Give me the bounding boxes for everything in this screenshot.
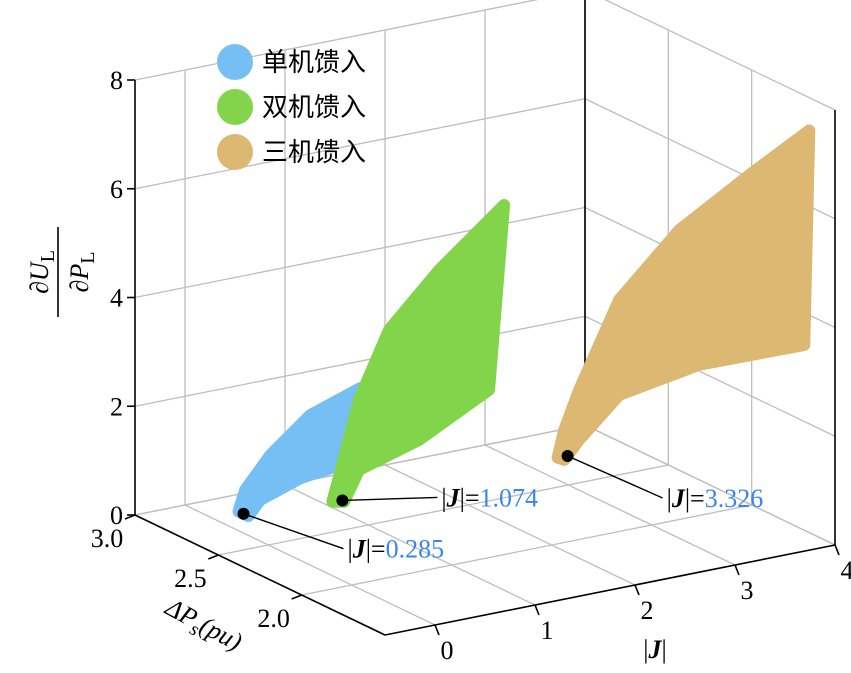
grid-line [218, 464, 669, 556]
z-label-num-sub: L [37, 250, 59, 262]
legend-label: 单机馈入 [262, 48, 366, 77]
z-tick-label: 0 [110, 501, 123, 530]
point-marker [336, 494, 349, 507]
x-label-suffix: | [662, 635, 667, 664]
annotation-value: 1.074 [479, 483, 538, 512]
annotation: |J|=1.074 [441, 483, 538, 512]
legend-label: 三机馈入 [262, 138, 366, 167]
grid-line [301, 504, 752, 596]
x-tick-label: 2 [641, 596, 654, 625]
z-label-den: ∂PL [65, 252, 99, 293]
grid-line [184, 504, 436, 626]
z-tick-label: 6 [110, 175, 123, 204]
axis-line [384, 544, 836, 636]
z-label-num-main: ∂U [25, 260, 54, 294]
annotation-symbol: J [352, 535, 367, 564]
x-tick-label: 4 [841, 556, 851, 585]
y-tick-label: 3.0 [91, 524, 124, 553]
x-label-symbol: J [648, 635, 663, 664]
x-axis-label: |J| [643, 635, 666, 664]
annotation-suffix: |= [685, 484, 705, 513]
leader-line [567, 455, 663, 499]
grid-line [134, 206, 586, 299]
point-marker [237, 507, 250, 520]
x-tick-label: 0 [441, 636, 454, 665]
grid-line [134, 0, 539, 81]
surface [551, 124, 816, 466]
annotation-symbol: J [446, 483, 461, 512]
tick-mark [124, 514, 136, 520]
y-tick-label: 2.5 [174, 564, 207, 593]
tick-mark [734, 564, 740, 576]
grid-line [604, 0, 836, 111]
surface [326, 199, 511, 508]
x-tick-label: 1 [541, 616, 554, 645]
grid-line [134, 98, 586, 190]
annotation-suffix: |= [460, 483, 480, 512]
legend-marker [217, 44, 253, 80]
y-label-unit: (pu) [195, 611, 247, 657]
annotation-value: 3.326 [705, 484, 764, 513]
annotation-prefix: | [667, 484, 672, 513]
z-tick-label: 2 [110, 392, 123, 421]
x-tick-label: 3 [741, 576, 754, 605]
legend-marker [217, 134, 253, 170]
annotation-prefix: | [348, 535, 353, 564]
y-tick-label: 2.0 [257, 604, 290, 633]
x-label-prefix: | [643, 635, 648, 664]
grid-line [584, 424, 836, 546]
annotation: |J|=0.285 [348, 535, 445, 564]
annotation-symbol: J [671, 484, 686, 513]
annotation-suffix: |= [366, 535, 386, 564]
annotation-prefix: | [441, 483, 446, 512]
tick-mark [434, 624, 440, 636]
z-tick-label: 8 [110, 66, 123, 95]
tick-mark [291, 594, 302, 600]
tick-mark [208, 554, 219, 560]
legend-marker [217, 89, 253, 125]
z-label-den-sub: L [77, 252, 99, 264]
point-marker [561, 449, 574, 462]
y-axis-label: ΔPs(pu) [158, 592, 247, 661]
tick-mark [634, 584, 640, 596]
z-tick-label: 4 [110, 284, 123, 313]
grid-line [484, 444, 736, 566]
annotation-value: 0.285 [386, 535, 445, 564]
grid-line [384, 464, 636, 586]
annotation: |J|=3.326 [667, 484, 764, 513]
grid-line [284, 484, 536, 606]
tick-mark [834, 544, 840, 556]
leader-line [342, 496, 438, 502]
grid-line [134, 315, 586, 407]
leader-line [243, 513, 344, 550]
z-label-num: ∂UL [25, 250, 59, 294]
axis-line [134, 514, 386, 636]
z-axis-label: ∂UL∂PL [25, 227, 99, 317]
tick-mark [534, 604, 540, 616]
legend-label: 双机馈入 [262, 93, 366, 122]
z-label-den-main: ∂P [65, 264, 94, 293]
